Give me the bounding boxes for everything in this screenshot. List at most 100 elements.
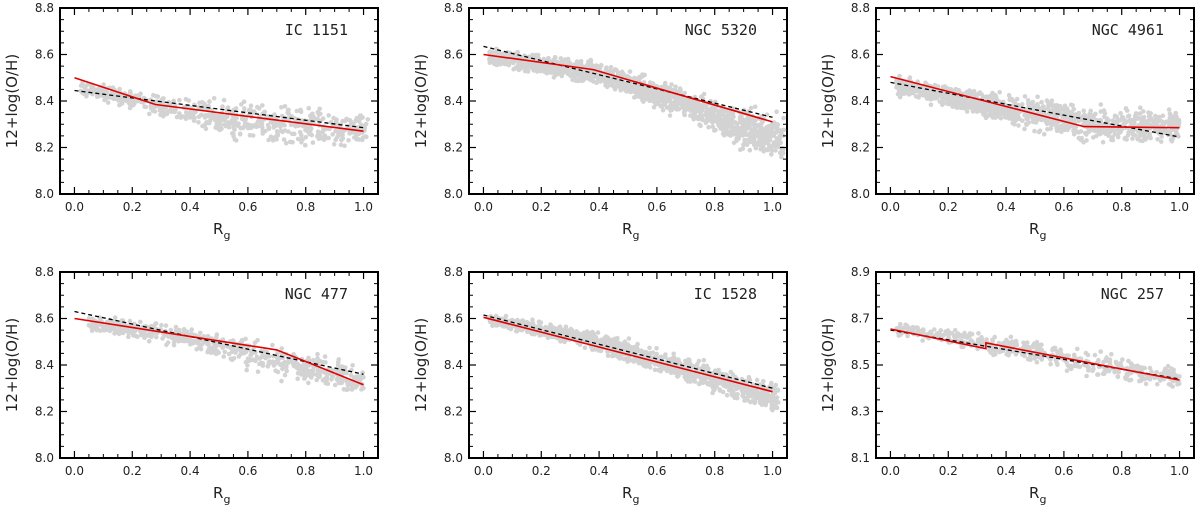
data-point	[315, 367, 321, 373]
data-point	[1166, 107, 1172, 112]
data-point	[181, 327, 187, 332]
data-point	[95, 326, 100, 331]
data-point	[221, 97, 227, 103]
x-axis-label-main: R	[1029, 220, 1039, 238]
x-tick-label: 0.8	[1112, 200, 1131, 214]
data-point	[265, 364, 271, 369]
data-point	[266, 137, 271, 143]
data-point	[236, 354, 242, 359]
data-point	[280, 366, 285, 372]
data-point	[1054, 108, 1060, 114]
y-tick-label: 8.4	[851, 94, 870, 108]
y-axis-label: 12+log(O/H)	[412, 54, 430, 148]
data-point	[634, 92, 640, 97]
data-point	[214, 332, 220, 337]
data-point	[274, 129, 280, 134]
linear-fit-line	[483, 45, 773, 118]
data-point	[340, 118, 346, 124]
data-point	[1095, 128, 1100, 134]
data-point	[676, 357, 681, 363]
data-point	[683, 108, 688, 113]
data-point	[775, 122, 780, 127]
data-point	[722, 114, 728, 120]
data-point	[777, 133, 783, 139]
data-point	[172, 109, 177, 115]
data-point	[285, 361, 291, 366]
panel-ic-1151: 0.0 0.2 0.4 0.6 0.8 1.08.08.28.48.68.8 IC 115…	[3, 1, 379, 242]
data-point	[1116, 131, 1122, 136]
data-point	[250, 133, 256, 138]
data-point	[159, 322, 164, 328]
data-point	[682, 90, 687, 96]
data-point	[677, 86, 683, 91]
data-point	[271, 125, 276, 130]
x-axis-label-main: R	[213, 220, 223, 238]
data-point	[775, 139, 780, 144]
data-point	[1024, 122, 1029, 127]
data-point	[1035, 102, 1040, 107]
data-point	[1172, 114, 1177, 119]
data-point	[699, 107, 704, 113]
data-point	[653, 93, 658, 99]
data-point	[209, 115, 215, 120]
data-point	[632, 95, 637, 100]
data-point	[365, 117, 371, 122]
data-point	[551, 75, 557, 80]
data-point	[1013, 117, 1019, 123]
data-point	[675, 102, 680, 107]
data-point	[221, 354, 226, 359]
data-point	[1168, 122, 1173, 128]
data-point	[558, 65, 564, 71]
data-point	[261, 110, 267, 116]
x-tick-label: 0.2	[123, 200, 142, 214]
data-point	[738, 147, 743, 153]
data-point	[742, 137, 747, 143]
data-point	[127, 101, 132, 106]
data-point	[254, 104, 260, 110]
data-point	[626, 84, 632, 90]
x-tick-label: 0.6	[1054, 200, 1073, 214]
data-point	[138, 319, 143, 325]
axis-ticks: 0.0 0.2 0.4 0.6 0.8 1.08.08.28.48.68.8	[851, 1, 1194, 214]
data-point	[758, 126, 763, 132]
data-point	[967, 88, 973, 94]
data-point	[159, 109, 164, 115]
data-point	[316, 136, 322, 141]
linear-fit-line	[74, 310, 364, 375]
data-point	[597, 78, 602, 83]
data-point	[752, 128, 757, 133]
x-tick-label: 0.0	[65, 464, 84, 478]
data-point	[735, 392, 740, 397]
x-axis-label: Rg	[622, 220, 639, 242]
data-point	[347, 131, 352, 136]
data-point	[152, 109, 158, 114]
data-point	[1081, 108, 1086, 114]
data-point	[1015, 114, 1021, 120]
data-point	[948, 97, 954, 102]
data-point	[928, 90, 934, 95]
y-tick-label: 8.8	[851, 1, 870, 15]
data-point	[1126, 113, 1132, 119]
data-point	[1076, 110, 1082, 116]
data-point	[746, 125, 751, 131]
data-point	[763, 397, 769, 403]
data-point	[296, 123, 301, 128]
data-point	[897, 79, 902, 84]
data-point	[236, 121, 241, 126]
data-point	[728, 133, 733, 138]
data-point	[761, 379, 766, 384]
data-point	[940, 102, 945, 107]
data-point	[253, 122, 259, 127]
data-point	[1058, 127, 1063, 132]
data-point	[337, 380, 342, 386]
data-point	[135, 98, 140, 104]
data-point	[668, 92, 674, 98]
data-point	[490, 50, 496, 55]
data-point	[266, 360, 272, 365]
data-point	[1160, 113, 1166, 119]
data-point	[900, 85, 906, 90]
data-point	[630, 87, 636, 93]
data-point	[539, 65, 544, 70]
data-point	[189, 327, 194, 332]
